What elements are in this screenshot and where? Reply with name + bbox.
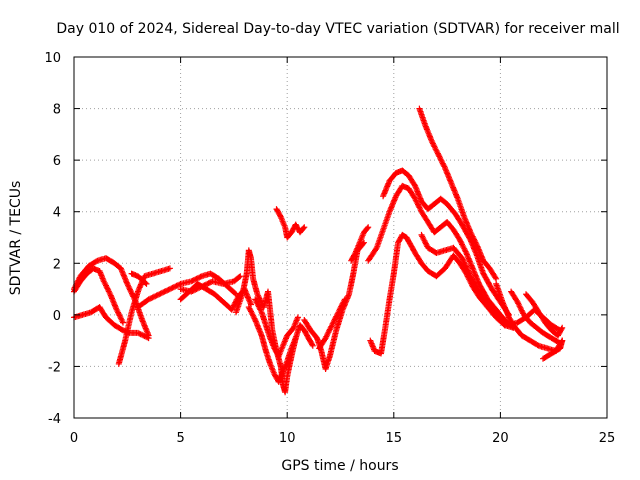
series-track-22 xyxy=(508,288,564,347)
series-track-18 xyxy=(380,167,512,318)
series-track-11 xyxy=(252,296,301,360)
data-point-markers xyxy=(508,288,564,347)
series-track-15 xyxy=(348,224,372,264)
y-tick-label: 0 xyxy=(53,309,61,324)
data-point-markers xyxy=(365,182,517,331)
data-point-markers xyxy=(540,337,566,362)
data-point-markers xyxy=(135,270,239,311)
data-point-markers xyxy=(348,224,372,264)
data-point-markers xyxy=(252,296,301,360)
series-track-20 xyxy=(418,231,508,329)
data-point-markers xyxy=(128,270,150,287)
series-track-5 xyxy=(128,270,150,287)
x-tick-label: 10 xyxy=(279,431,296,446)
y-tick-label: -2 xyxy=(48,360,61,375)
data-point-markers xyxy=(416,105,500,282)
data-point-markers xyxy=(380,167,512,318)
series-track-17 xyxy=(365,182,517,331)
series-track-6 xyxy=(135,270,239,311)
y-tick-label: 2 xyxy=(53,257,61,272)
series-track-14 xyxy=(316,296,348,352)
plot-frame xyxy=(73,56,608,419)
y-axis-title: SDTVAR / TECUs xyxy=(8,181,24,296)
series-track-10 xyxy=(245,304,299,385)
y-tick-label: 10 xyxy=(44,51,61,66)
axis-layer: 0 5 10 15 20 25 -4 -2 0 2 4 6 8 10 xyxy=(44,51,615,446)
y-tick-label: 6 xyxy=(53,154,61,169)
data-point-markers xyxy=(245,304,299,385)
x-tick-label: 15 xyxy=(386,431,403,446)
series-track-19 xyxy=(416,105,500,282)
x-tick-label: 20 xyxy=(492,431,509,446)
x-axis-title: GPS time / hours xyxy=(281,458,398,474)
x-tick-label: 25 xyxy=(599,431,616,446)
data-point-markers xyxy=(418,231,508,329)
series-track-4 xyxy=(115,265,173,367)
grid-layer xyxy=(74,57,607,418)
series-track-12 xyxy=(273,206,308,241)
y-tick-label: 8 xyxy=(53,103,61,118)
data-point-markers xyxy=(115,265,173,367)
data-point-markers xyxy=(316,296,348,352)
x-tick-label: 5 xyxy=(176,431,184,446)
x-tick-label: 0 xyxy=(70,431,78,446)
y-tick-label: 4 xyxy=(53,206,61,221)
y-tick-label: -4 xyxy=(48,412,61,427)
data-point-markers xyxy=(273,206,308,241)
series-track-25 xyxy=(540,337,566,362)
data-point-markers xyxy=(523,291,566,339)
series-track-24 xyxy=(523,291,566,339)
chart-title: Day 010 of 2024, Sidereal Day-to-day VTE… xyxy=(56,21,619,37)
